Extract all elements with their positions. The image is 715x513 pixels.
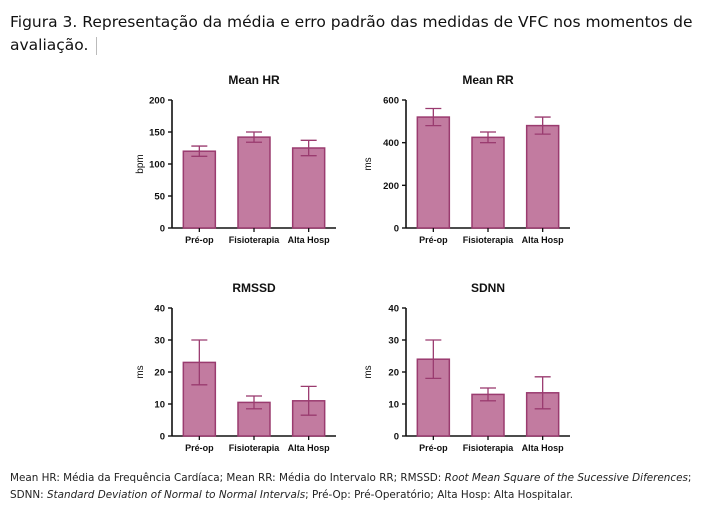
y-tick-label: 0 xyxy=(394,224,399,235)
y-tick-label: 0 xyxy=(394,432,399,443)
chart-title: Mean HR xyxy=(228,73,280,87)
y-axis-label: ms xyxy=(363,365,374,378)
y-tick-label: 20 xyxy=(388,368,399,379)
x-tick-label: Fisioterapia xyxy=(463,443,515,453)
footnote-italic: Root Mean Square of the Sucessive Difere… xyxy=(444,472,688,484)
bar xyxy=(471,136,505,229)
x-tick-label: Alta Hosp xyxy=(288,443,331,453)
x-tick-label: Pré-op xyxy=(185,443,214,453)
x-tick-label: Alta Hosp xyxy=(522,443,565,453)
y-axis-label: bpm xyxy=(135,154,146,173)
y-tick-label: 100 xyxy=(149,160,165,171)
figure-caption: Figura 3. Representação da média e erro … xyxy=(10,11,700,57)
x-tick-label: Fisioterapia xyxy=(229,235,281,245)
footnote-italic: Standard Deviation of Normal to Normal I… xyxy=(46,489,306,501)
chart-title: RMSSD xyxy=(232,281,276,295)
footnote-line-2: SDNN: Standard Deviation of Normal to No… xyxy=(10,487,710,504)
x-tick-label: Pré-op xyxy=(185,235,214,245)
x-tick-label: Pré-op xyxy=(419,235,448,245)
footnote-text: SDNN: xyxy=(10,489,47,501)
y-tick-label: 30 xyxy=(388,336,399,347)
y-tick-label: 10 xyxy=(388,400,399,411)
y-tick-label: 0 xyxy=(160,224,165,235)
y-tick-label: 10 xyxy=(154,400,165,411)
bar xyxy=(182,150,217,229)
y-tick-label: 0 xyxy=(160,432,165,443)
text-cursor xyxy=(96,36,98,55)
x-tick-label: Pré-op xyxy=(419,443,448,453)
x-tick-label: Alta Hosp xyxy=(288,235,331,245)
y-tick-label: 30 xyxy=(154,336,165,347)
bar xyxy=(525,124,560,229)
bar xyxy=(237,136,271,229)
y-tick-label: 200 xyxy=(383,181,399,192)
footnote-text: ; Pré-Op: Pré-Operatório; Alta Hosp: Alt… xyxy=(305,489,574,501)
chart-title: Mean RR xyxy=(462,73,514,87)
x-tick-label: Fisioterapia xyxy=(463,235,515,245)
figure-footnote: Mean HR: Média da Frequência Cardíaca; M… xyxy=(10,470,710,504)
footnote-text: Mean HR: Média da Frequência Cardíaca; M… xyxy=(10,472,445,484)
figure-caption-text: Figura 3. Representação da média e erro … xyxy=(10,13,693,54)
chart-title: SDNN xyxy=(471,281,505,295)
bar xyxy=(291,147,326,229)
footnote-line-1: Mean HR: Média da Frequência Cardíaca; M… xyxy=(10,470,710,487)
y-tick-label: 200 xyxy=(149,96,165,107)
bar xyxy=(416,116,451,229)
y-axis-label: ms xyxy=(363,157,374,170)
y-axis-label: ms xyxy=(135,365,146,378)
y-tick-label: 20 xyxy=(154,368,165,379)
y-tick-label: 40 xyxy=(388,304,399,315)
x-tick-label: Alta Hosp xyxy=(522,235,565,245)
y-tick-label: 40 xyxy=(154,304,165,315)
y-tick-label: 150 xyxy=(149,128,165,139)
x-tick-label: Fisioterapia xyxy=(229,443,281,453)
y-tick-label: 600 xyxy=(383,96,399,107)
y-tick-label: 400 xyxy=(383,138,399,149)
y-tick-label: 50 xyxy=(154,192,165,203)
footnote-text: ; xyxy=(687,472,692,484)
